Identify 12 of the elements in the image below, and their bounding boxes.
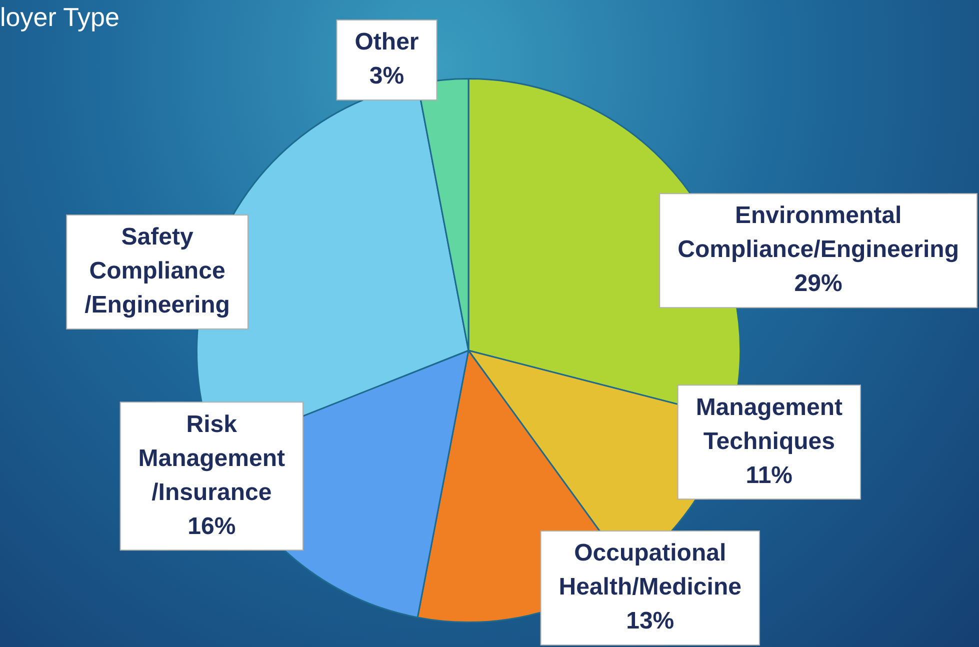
data-label: 13% (626, 608, 674, 635)
chart-title: loyer Type (0, 2, 120, 33)
slice-label: Safety Compliance /Engineering (84, 224, 230, 319)
data-label: 3% (369, 62, 404, 90)
slice-label: Other (354, 28, 419, 56)
slice-label: Risk Management /Insurance (138, 410, 285, 506)
slice-label: Environmental Compliance/Engineering (678, 202, 960, 264)
slice-label: Management Techniques (696, 394, 843, 455)
data-label: 16% (188, 512, 236, 540)
data-label: 29% (794, 270, 842, 298)
data-label: 11% (746, 462, 793, 489)
slice-label: Occupational Health/Medicine (558, 540, 742, 601)
